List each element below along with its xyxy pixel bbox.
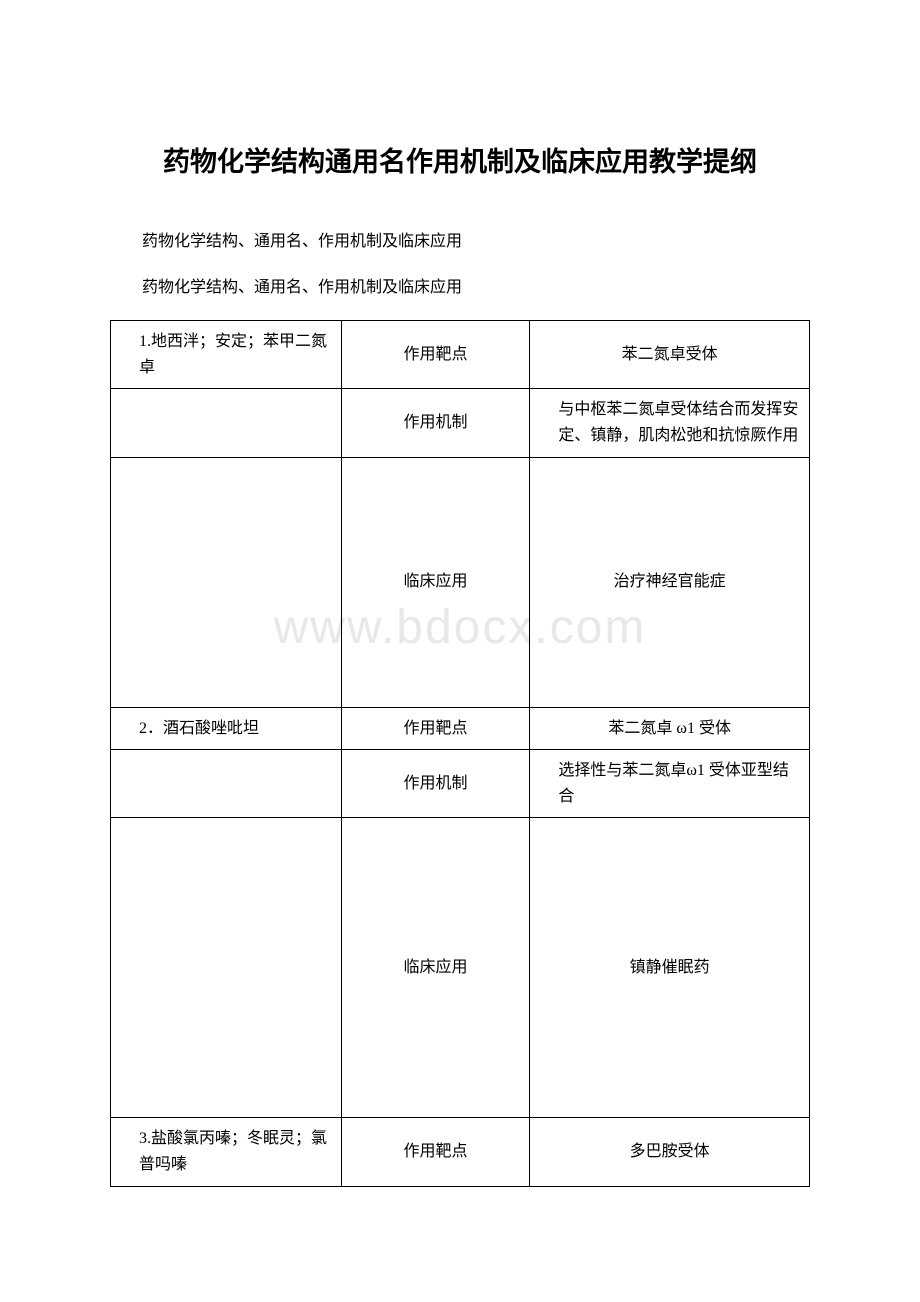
- property-type-cell: 临床应用: [341, 457, 530, 707]
- drug-name-cell: [111, 457, 342, 707]
- drug-name-cell: [111, 750, 342, 818]
- property-type-cell: 作用机制: [341, 389, 530, 457]
- table-row: 作用机制与中枢苯二氮卓受体结合而发挥安定、镇静，肌肉松弛和抗惊厥作用: [111, 389, 810, 457]
- subtitle-line-2: 药物化学结构、通用名、作用机制及临床应用: [110, 275, 810, 301]
- table-row: 作用机制选择性与苯二氮卓ω1 受体亚型结合: [111, 750, 810, 818]
- page-title: 药物化学结构通用名作用机制及临床应用教学提纲: [110, 140, 810, 179]
- property-type-cell: 作用靶点: [341, 707, 530, 750]
- property-type-cell: 作用靶点: [341, 1118, 530, 1186]
- property-value-cell: 苯二氮卓 ω1 受体: [530, 707, 810, 750]
- table-row: 3.盐酸氯丙嗪；冬眠灵；氯普吗嗪作用靶点多巴胺受体: [111, 1118, 810, 1186]
- property-value-cell: 镇静催眠药: [530, 818, 810, 1118]
- property-value-cell: 选择性与苯二氮卓ω1 受体亚型结合: [530, 750, 810, 818]
- drug-name-cell: [111, 818, 342, 1118]
- subtitle-line-1: 药物化学结构、通用名、作用机制及临床应用: [110, 229, 810, 255]
- table-row: 临床应用治疗神经官能症: [111, 457, 810, 707]
- property-value-cell: 多巴胺受体: [530, 1118, 810, 1186]
- property-type-cell: 临床应用: [341, 818, 530, 1118]
- table-row: 1.地西泮；安定；苯甲二氮卓作用靶点苯二氮卓受体: [111, 321, 810, 389]
- drug-name-cell: [111, 389, 342, 457]
- table-row: 2．酒石酸唑吡坦作用靶点苯二氮卓 ω1 受体: [111, 707, 810, 750]
- drug-name-cell: 2．酒石酸唑吡坦: [111, 707, 342, 750]
- property-value-cell: 与中枢苯二氮卓受体结合而发挥安定、镇静，肌肉松弛和抗惊厥作用: [530, 389, 810, 457]
- drug-table-body: 1.地西泮；安定；苯甲二氮卓作用靶点苯二氮卓受体作用机制与中枢苯二氮卓受体结合而…: [111, 321, 810, 1186]
- drug-name-cell: 3.盐酸氯丙嗪；冬眠灵；氯普吗嗪: [111, 1118, 342, 1186]
- property-value-cell: 苯二氮卓受体: [530, 321, 810, 389]
- table-row: 临床应用镇静催眠药: [111, 818, 810, 1118]
- property-type-cell: 作用机制: [341, 750, 530, 818]
- drug-name-cell: 1.地西泮；安定；苯甲二氮卓: [111, 321, 342, 389]
- property-value-cell: 治疗神经官能症: [530, 457, 810, 707]
- drug-table: 1.地西泮；安定；苯甲二氮卓作用靶点苯二氮卓受体作用机制与中枢苯二氮卓受体结合而…: [110, 320, 810, 1186]
- property-type-cell: 作用靶点: [341, 321, 530, 389]
